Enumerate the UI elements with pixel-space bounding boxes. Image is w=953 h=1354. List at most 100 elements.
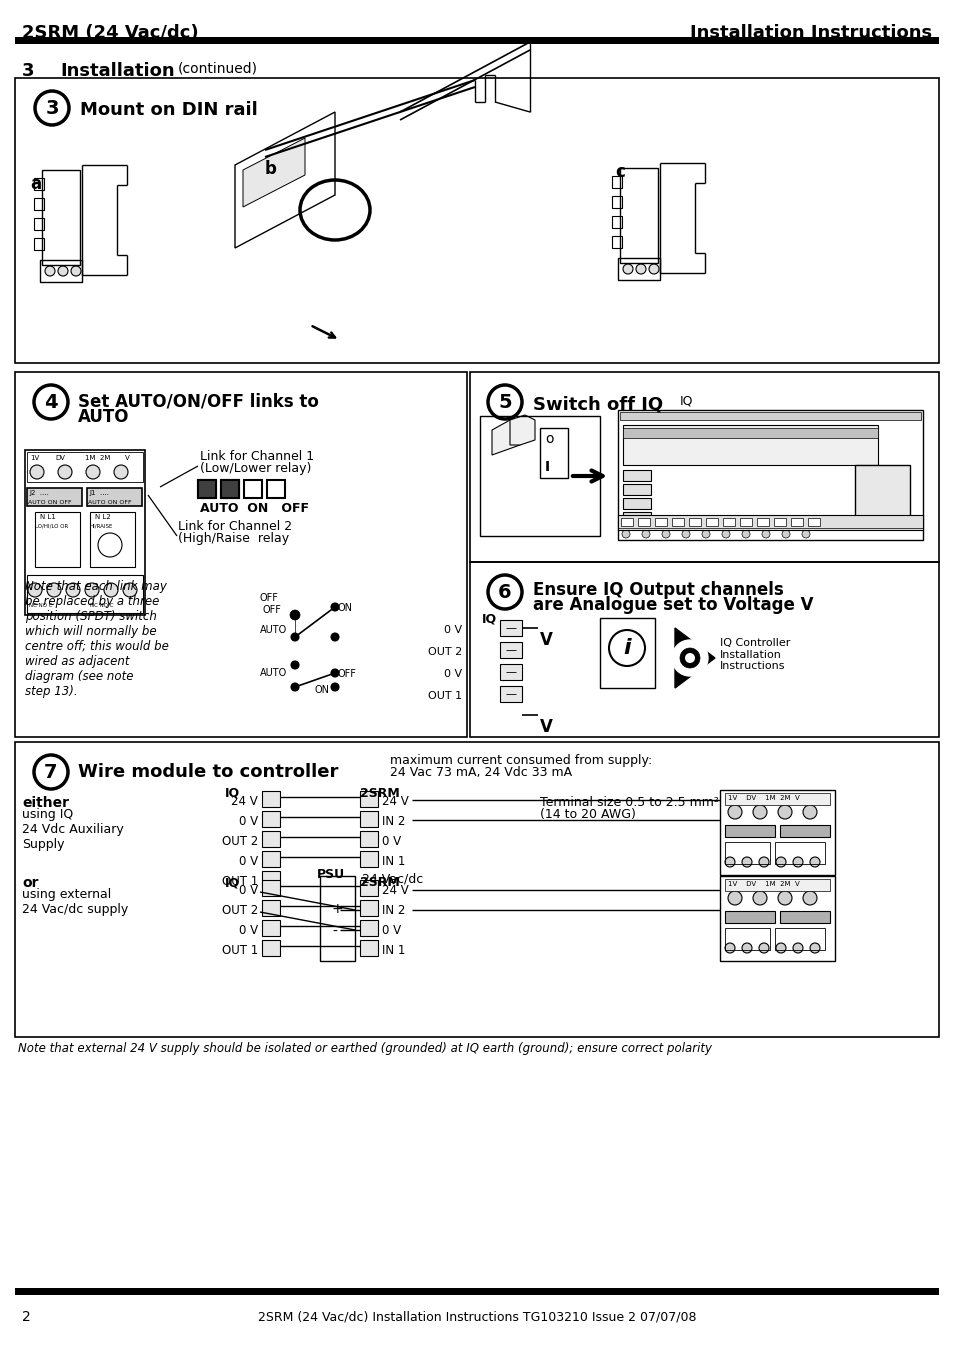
Bar (724, 842, 769, 864)
Polygon shape (870, 498, 892, 515)
Bar (198, 481, 215, 498)
Text: IN 2: IN 2 (381, 904, 405, 917)
Text: 3: 3 (45, 99, 59, 118)
Bar (34, 238, 44, 250)
Circle shape (488, 385, 521, 418)
Circle shape (45, 265, 55, 276)
Circle shape (761, 529, 769, 538)
Polygon shape (675, 628, 714, 688)
Text: 2SRM: 2SRM (359, 787, 399, 800)
Text: either: either (22, 796, 69, 810)
Bar (34, 177, 44, 190)
Circle shape (331, 634, 338, 640)
Text: i: i (622, 638, 630, 658)
Circle shape (727, 891, 741, 904)
Polygon shape (510, 414, 535, 445)
Bar (612, 176, 621, 188)
Text: NC NO C: NC NO C (29, 603, 52, 608)
Bar (27, 487, 82, 506)
Text: OUT 2: OUT 2 (221, 835, 257, 848)
Bar (319, 876, 355, 961)
Circle shape (363, 922, 375, 934)
Bar (34, 198, 44, 210)
Circle shape (741, 857, 751, 867)
Bar (359, 900, 377, 917)
Text: 0 V: 0 V (381, 923, 400, 937)
Text: 0 V: 0 V (238, 884, 257, 896)
Text: 0 V: 0 V (238, 923, 257, 937)
Text: Ensure IQ Output channels: Ensure IQ Output channels (533, 581, 783, 598)
Circle shape (34, 756, 68, 789)
Text: 1V    DV    1M  2M  V: 1V DV 1M 2M V (727, 795, 799, 802)
Bar (15, 742, 938, 1037)
Circle shape (724, 857, 734, 867)
Circle shape (724, 942, 734, 953)
Bar (262, 871, 280, 887)
Text: c: c (615, 162, 624, 181)
Circle shape (679, 649, 700, 668)
Bar (499, 620, 521, 636)
Bar (655, 519, 666, 525)
Bar (470, 372, 938, 562)
Bar (479, 416, 599, 536)
Text: Note that each link may
be replaced by a three
position (SPDT) switch
which will: Note that each link may be replaced by a… (25, 580, 169, 699)
Text: Link for Channel 1: Link for Channel 1 (200, 450, 314, 463)
Circle shape (759, 942, 768, 953)
Bar (470, 562, 938, 737)
Circle shape (681, 529, 689, 538)
Circle shape (265, 793, 276, 806)
Text: OUT 1: OUT 1 (221, 944, 257, 957)
Polygon shape (887, 481, 904, 502)
Polygon shape (859, 481, 876, 502)
Text: 0 V: 0 V (443, 669, 461, 678)
Bar (87, 487, 142, 506)
Bar (780, 825, 829, 837)
Circle shape (752, 806, 766, 819)
Text: IN 1: IN 1 (381, 854, 405, 868)
Circle shape (292, 612, 298, 619)
Text: 24 V: 24 V (381, 795, 408, 808)
Circle shape (504, 645, 517, 655)
Bar (774, 842, 824, 864)
Text: or: or (22, 876, 38, 890)
Circle shape (684, 653, 695, 663)
Text: 24 V: 24 V (231, 795, 257, 808)
Text: 24 Vac/dc: 24 Vac/dc (361, 872, 423, 886)
Text: are Analogue set to Voltage V: are Analogue set to Voltage V (533, 596, 813, 613)
Bar (638, 519, 649, 525)
Circle shape (778, 891, 791, 904)
Circle shape (265, 873, 276, 886)
Bar (359, 919, 377, 936)
Bar (34, 218, 44, 230)
Text: LO/HI/LO OR: LO/HI/LO OR (35, 523, 69, 528)
Bar (618, 410, 923, 540)
Text: PSU: PSU (316, 868, 345, 881)
Bar (619, 168, 658, 263)
Bar (262, 791, 280, 807)
Bar (359, 880, 377, 896)
Text: 2SRM: 2SRM (359, 876, 399, 890)
Bar (720, 789, 834, 875)
Text: 0 V: 0 V (238, 815, 257, 829)
Bar (780, 911, 829, 923)
Text: Switch off IQ: Switch off IQ (533, 395, 662, 413)
Circle shape (265, 881, 276, 894)
Circle shape (71, 265, 81, 276)
Text: N L2: N L2 (95, 515, 111, 520)
Bar (705, 519, 718, 525)
Text: (High/Raise  relay: (High/Raise relay (178, 532, 289, 546)
Polygon shape (243, 138, 305, 207)
Circle shape (363, 902, 375, 914)
Bar (359, 791, 377, 807)
Bar (622, 498, 650, 509)
Text: IQ: IQ (481, 612, 497, 626)
Text: NC NO C: NC NO C (90, 603, 113, 608)
Text: OUT 2: OUT 2 (427, 647, 461, 657)
Bar (359, 831, 377, 848)
Text: +: + (332, 902, 343, 917)
Bar (40, 260, 82, 282)
Bar (359, 852, 377, 867)
Bar (35, 512, 80, 567)
Circle shape (802, 806, 816, 819)
Bar (757, 519, 768, 525)
